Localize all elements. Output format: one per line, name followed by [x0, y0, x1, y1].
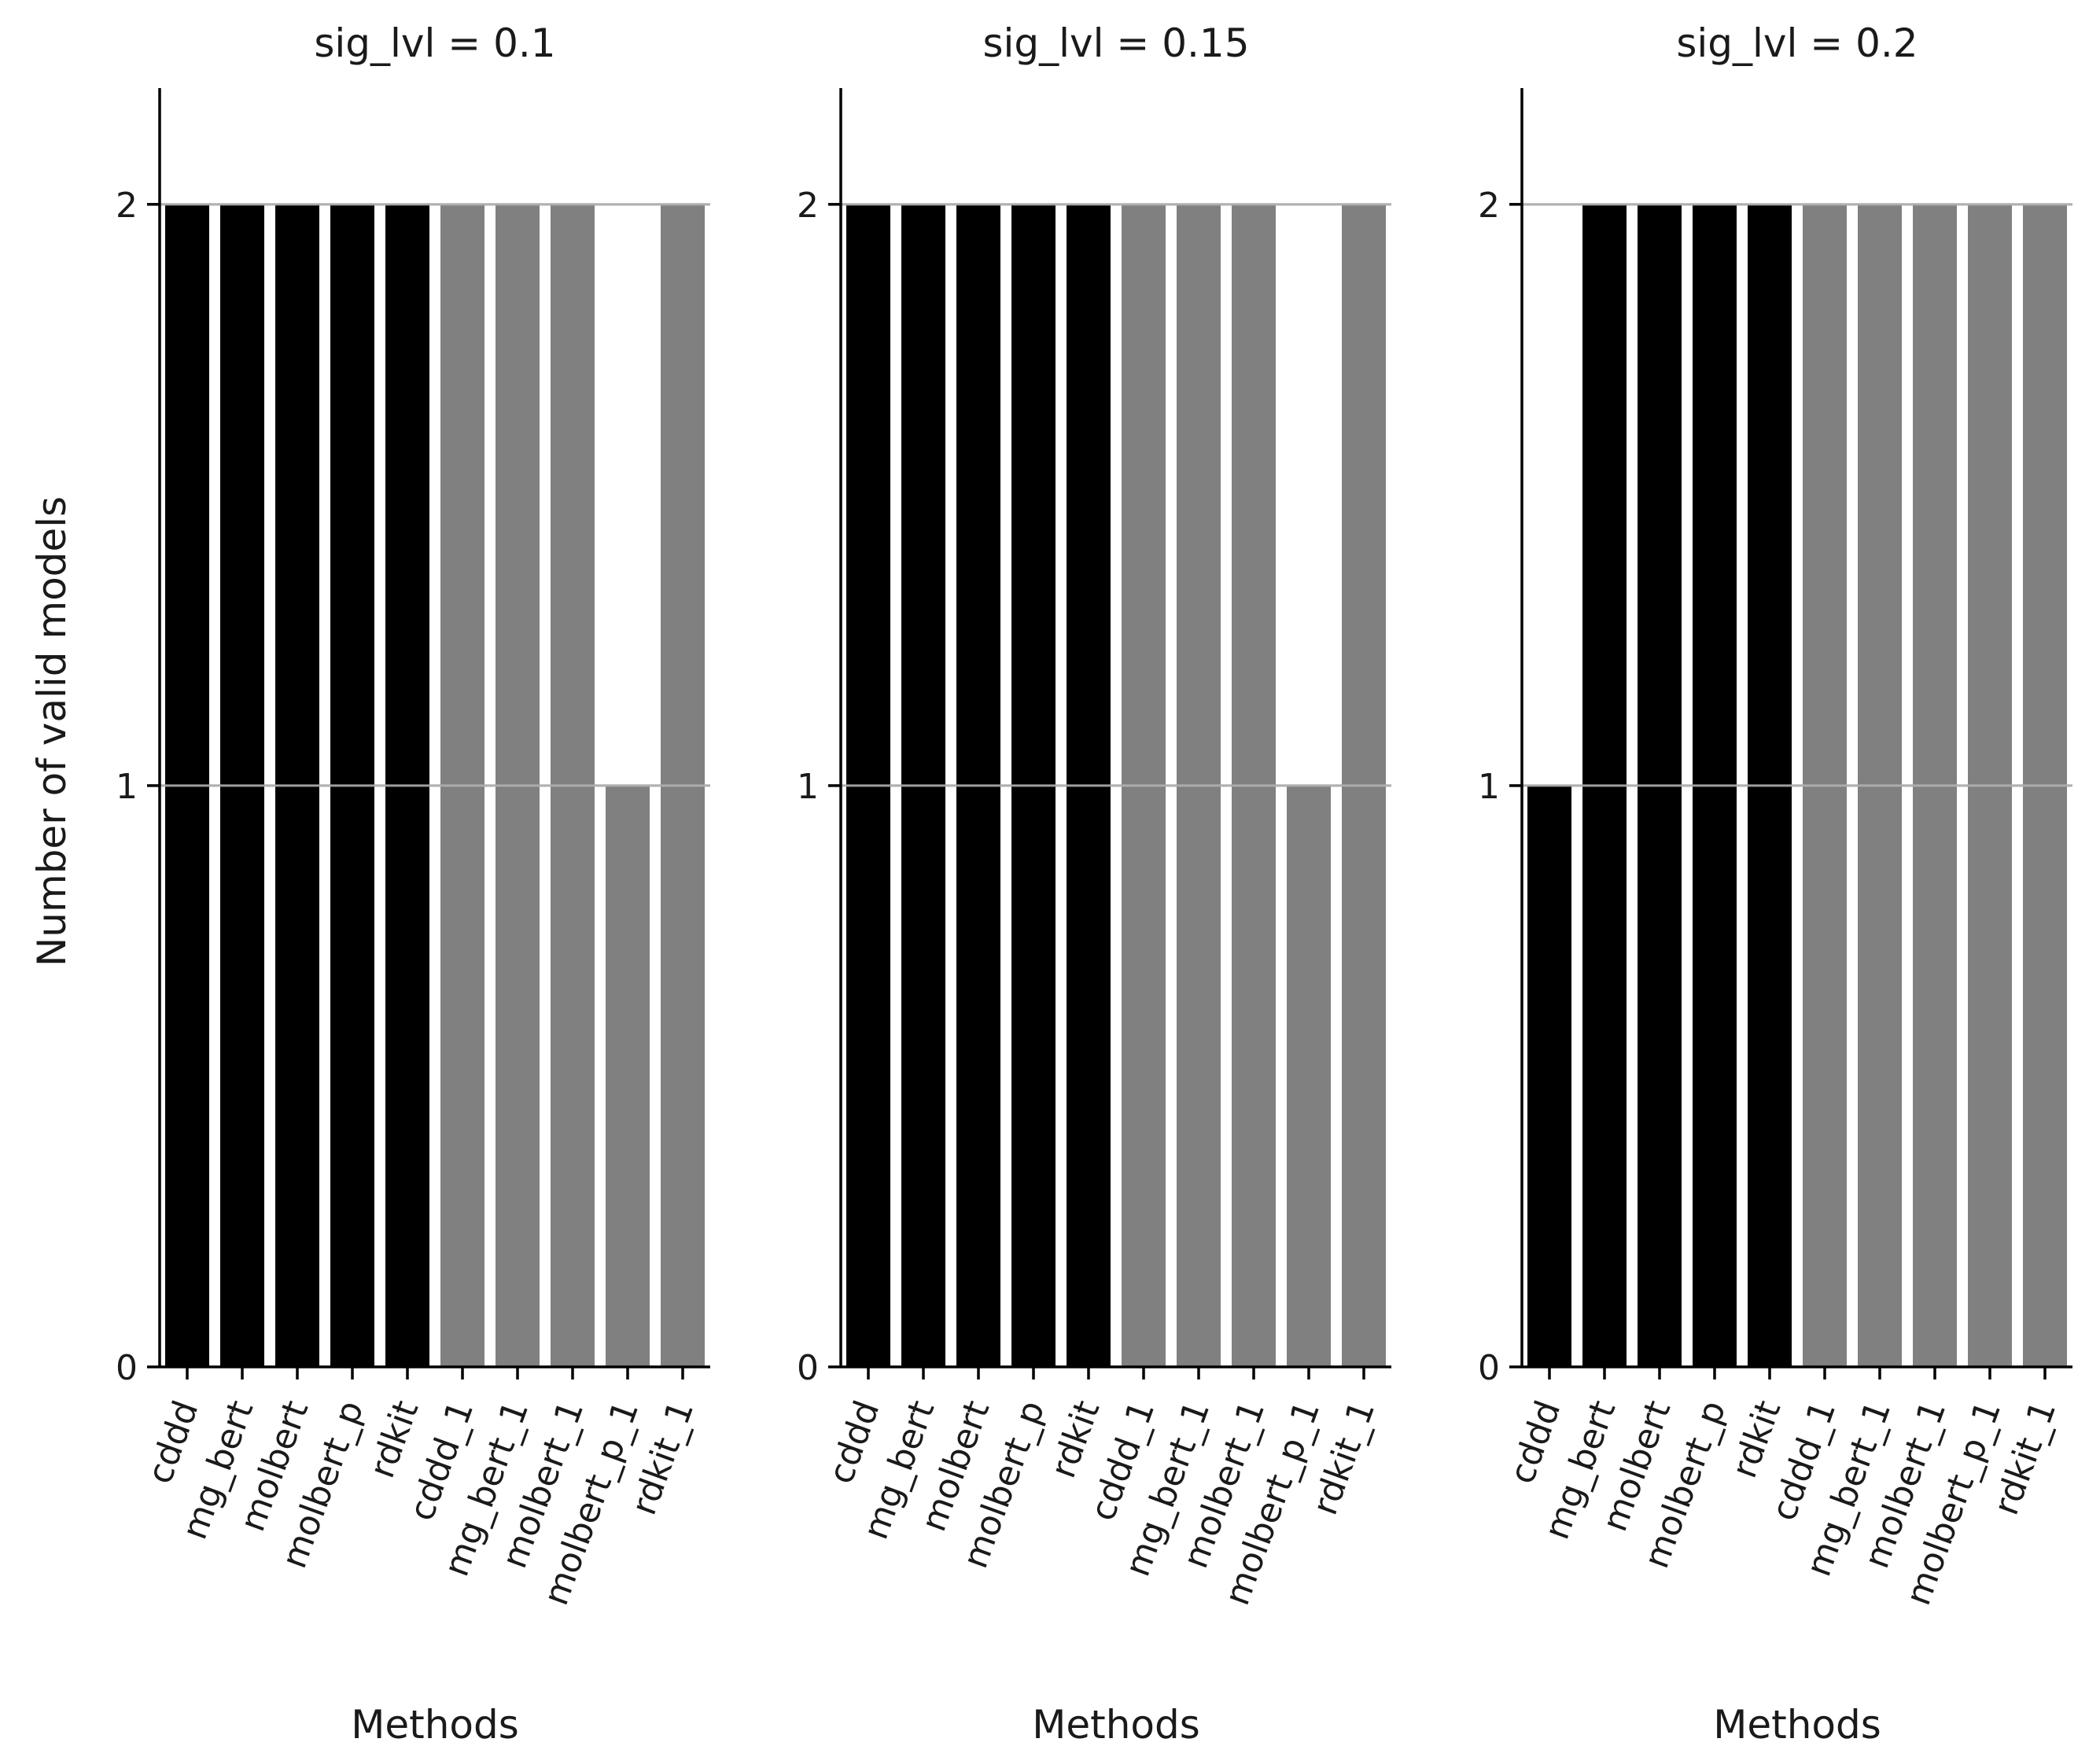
y-tick-label: 2 — [1478, 186, 1500, 226]
chart-panel: sig_lvl = 0.15012cdddmg_bertmolbertmolbe… — [797, 20, 1391, 1748]
y-tick-label: 1 — [116, 767, 138, 807]
chart-panel: sig_lvl = 0.1012cdddmg_bertmolbertmolber… — [116, 20, 710, 1748]
x-axis-label: Methods — [351, 1702, 519, 1748]
y-axis-label: Number of valid models — [29, 496, 75, 967]
x-axis-label: Methods — [1032, 1702, 1200, 1748]
panel-title: sig_lvl = 0.15 — [982, 20, 1249, 66]
y-tick-label: 0 — [1478, 1348, 1500, 1388]
bar-molbert-p-1 — [1287, 785, 1331, 1367]
panel-title: sig_lvl = 0.2 — [1676, 20, 1918, 66]
panels: sig_lvl = 0.1012cdddmg_bertmolbertmolber… — [116, 20, 2072, 1748]
y-tick-label: 2 — [797, 186, 819, 226]
chart-panel: sig_lvl = 0.2012cdddmg_bertmolbertmolber… — [1478, 20, 2072, 1748]
y-tick-label: 0 — [116, 1348, 138, 1388]
y-tick-label: 0 — [797, 1348, 819, 1388]
y-tick-label: 2 — [116, 186, 138, 226]
x-axis-label: Methods — [1713, 1702, 1881, 1748]
bar-molbert-p-1 — [606, 785, 650, 1367]
y-tick-label: 1 — [1478, 767, 1500, 807]
bar-cddd — [1527, 785, 1571, 1367]
panel-title: sig_lvl = 0.1 — [314, 20, 555, 66]
y-tick-label: 1 — [797, 767, 819, 807]
